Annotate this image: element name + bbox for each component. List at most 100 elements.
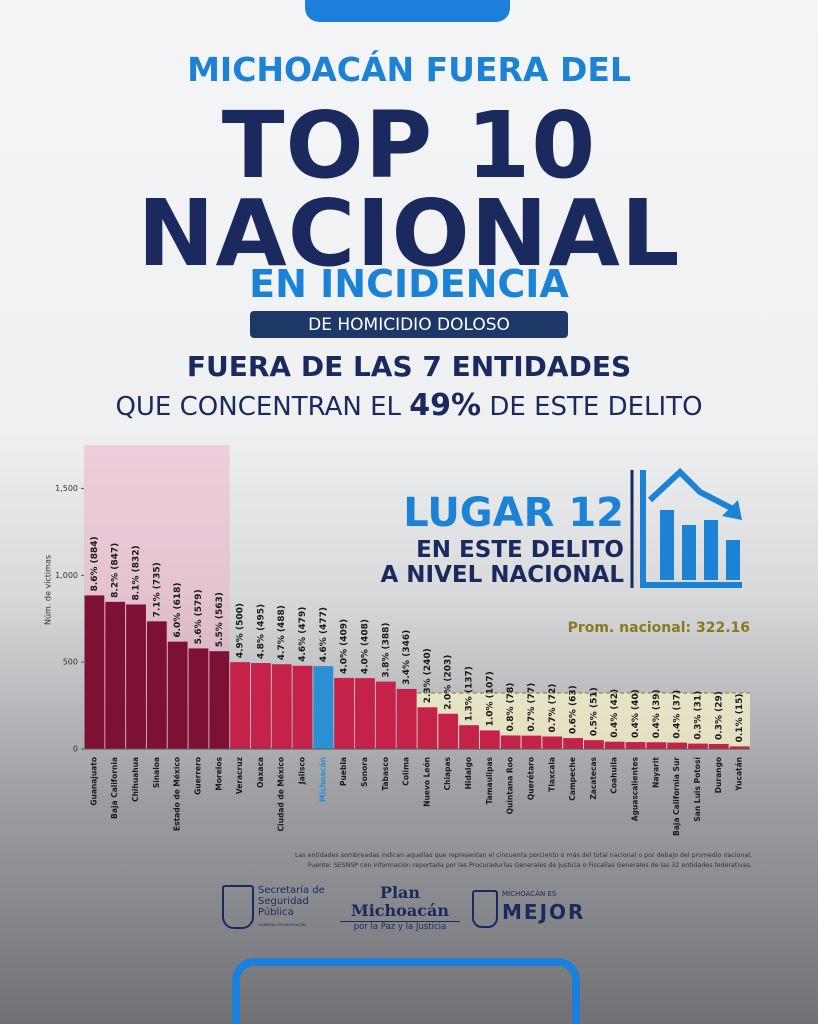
x-tick-label: Nayarit — [651, 757, 660, 788]
value-label: 0.4% (40) — [631, 689, 641, 738]
bar — [563, 738, 583, 749]
pill — [250, 311, 568, 338]
x-tick-label: Tamaulipas — [485, 756, 494, 804]
bottom-frame — [232, 958, 580, 1024]
chart-layer: Prom. nacional: 322.16 0 500 1,000 1,500 Núm.… — [44, 445, 750, 836]
bar — [521, 735, 542, 749]
bar — [542, 736, 563, 749]
top-tab — [305, 0, 510, 22]
y-tick-label: 0 — [73, 745, 78, 754]
value-label: 2.0% (203) — [444, 655, 454, 710]
callout-line-1: EN ESTE DELITO — [416, 537, 624, 563]
value-label: 0.1% (15) — [735, 694, 745, 743]
x-tick-label: San Luis Potosí — [693, 757, 702, 822]
bar — [188, 648, 209, 749]
bar — [355, 678, 375, 749]
bar — [375, 681, 396, 749]
bar — [438, 713, 459, 749]
bar — [146, 621, 167, 749]
x-tick-label: Jalisco — [298, 757, 307, 785]
bar — [667, 742, 688, 749]
bar — [708, 743, 729, 749]
bar — [230, 662, 250, 749]
x-tick-label: Baja California Sur — [672, 757, 681, 836]
x-tick-label: Colima — [402, 757, 411, 786]
value-label: 0.4% (37) — [673, 690, 683, 739]
bar — [126, 604, 146, 749]
logo-1-sub: GOBIERNO DE MICHOACÁN — [258, 923, 306, 927]
logo-3-shield — [472, 890, 498, 928]
value-label: 4.6% (479) — [298, 607, 308, 662]
bar — [396, 688, 417, 749]
bar — [729, 746, 750, 749]
bar — [271, 664, 292, 749]
y-tick-label: 1,000 — [55, 571, 78, 580]
x-tick-label: Veracruz — [235, 757, 244, 794]
bar — [105, 601, 126, 749]
x-tick-label: Puebla — [339, 757, 348, 786]
x-tick-label: Oaxaca — [256, 757, 265, 788]
value-label: 0.3% (29) — [714, 691, 724, 740]
x-tick-label: Morelos — [214, 756, 223, 790]
value-label: 0.6% (63) — [569, 685, 579, 734]
logo-3-top: MICHOACÁN ES — [502, 890, 557, 898]
value-label: 8.1% (832) — [132, 545, 142, 600]
bar — [251, 663, 271, 749]
value-label: 2.3% (240) — [423, 648, 433, 703]
value-label: 3.8% (388) — [381, 622, 391, 677]
x-tick-label: Guanajuato — [89, 757, 98, 806]
title-2: NACIONAL — [137, 180, 681, 287]
line-2c: DE ESTE DELITO — [489, 392, 703, 422]
line-1: FUERA DE LAS 7 ENTIDADES — [186, 350, 632, 383]
x-tick-label: Estado de México — [173, 757, 182, 831]
x-tick-label: Sinaloa — [152, 757, 161, 788]
value-label: 5.6% (579) — [194, 589, 204, 644]
x-tick-label: Campeche — [568, 757, 577, 801]
average-label: Prom. nacional: 322.16 — [568, 620, 750, 636]
x-tick-label: Quintana Roo — [506, 757, 515, 814]
x-tick-label: Ciudad de México — [277, 757, 286, 831]
x-tick-label: Yucatán — [735, 757, 744, 792]
bar — [313, 666, 334, 749]
kicker: MICHOACÁN FUERA DEL — [187, 50, 631, 89]
value-label: 4.9% (500) — [236, 603, 246, 658]
bar — [334, 677, 355, 749]
value-label: 1.3% (137) — [465, 666, 475, 721]
value-label: 4.6% (477) — [319, 607, 329, 662]
line-2a: QUE CONCENTRAN EL — [115, 392, 402, 422]
value-label: 3.4% (346) — [402, 630, 412, 685]
x-tick-label: Zacatecas — [589, 756, 598, 799]
x-tick-label: Sonora — [360, 757, 369, 787]
bar — [209, 651, 230, 749]
value-label: 8.2% (847) — [111, 543, 121, 598]
value-label: 4.0% (409) — [340, 619, 350, 674]
value-label: 4.0% (408) — [360, 619, 370, 674]
x-tick-label: Querétaro — [526, 757, 535, 800]
value-label: 4.7% (488) — [277, 605, 287, 660]
x-tick-label: Michoacán — [318, 757, 327, 802]
logo-1-text: Secretaría de Seguridad Pública — [258, 885, 325, 918]
x-tick-label: Hidalgo — [464, 757, 473, 789]
bar — [625, 742, 646, 749]
logo-2-text: Plan Michoacán — [351, 883, 449, 920]
x-tick-label: Chihuahua — [131, 757, 140, 802]
pill-text: DE HOMICIDIO DOLOSO — [308, 315, 510, 335]
value-label: 1.0% (107) — [485, 671, 495, 726]
value-label: 0.8% (78) — [506, 683, 516, 732]
x-tick-label: Aguascalientes — [631, 756, 640, 821]
logo-1-shield — [222, 885, 254, 929]
bar — [292, 665, 313, 749]
bar — [479, 730, 500, 749]
note-1: Las entidades sombreadas indican aquella… — [295, 852, 752, 859]
bar — [646, 742, 667, 749]
bar — [167, 641, 188, 749]
bar — [459, 725, 479, 749]
y-tick-label: 500 — [63, 658, 78, 667]
x-tick-label: Tabasco — [381, 757, 390, 791]
value-label: 0.7% (77) — [527, 683, 537, 732]
y-tick-label: 1,500 — [55, 484, 78, 493]
bar — [688, 743, 708, 749]
value-label: 6.0% (618) — [173, 583, 183, 638]
logo-3-text: MEJOR — [502, 900, 586, 924]
